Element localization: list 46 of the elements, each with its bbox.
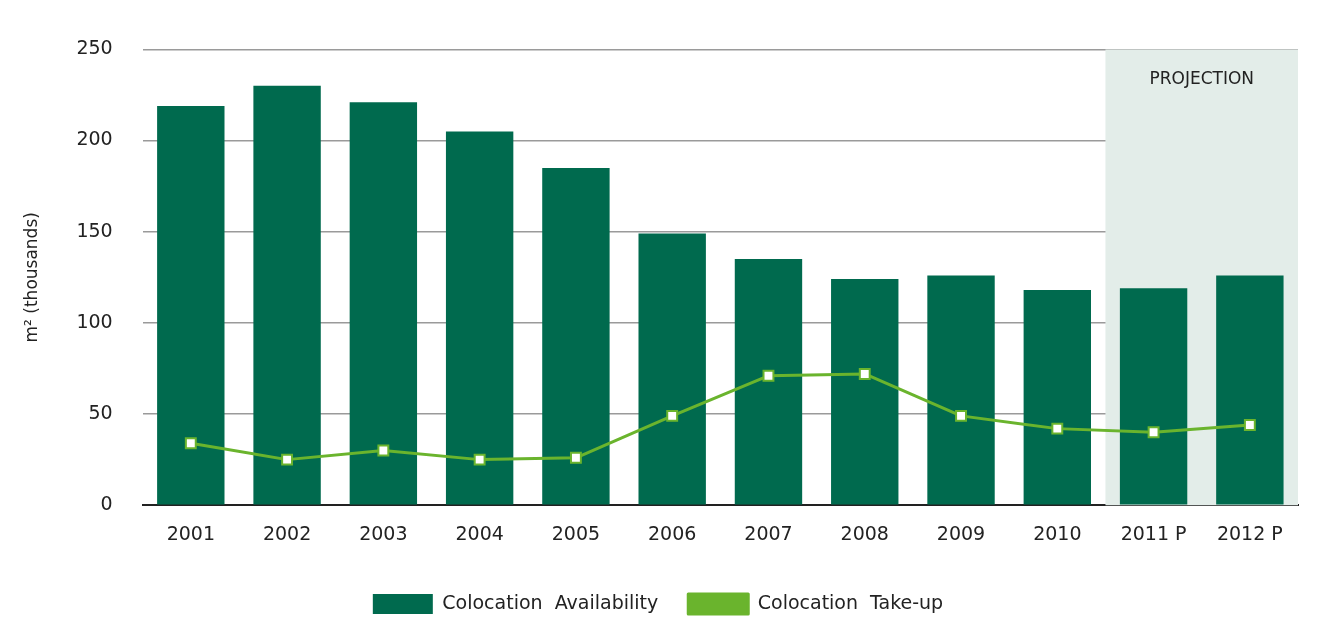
bar	[831, 279, 899, 505]
y-tick-label: 100	[76, 309, 113, 332]
y-tick-label: 250	[76, 36, 113, 59]
bar	[927, 275, 995, 505]
legend-label: Colocation Availability	[442, 590, 659, 613]
bar	[1119, 288, 1188, 505]
y-tick-label: 0	[100, 492, 113, 515]
legend-label: Colocation Take-up	[757, 590, 944, 613]
point	[184, 437, 197, 450]
x-tick-label: 2006	[648, 521, 697, 544]
point	[762, 369, 775, 382]
x-tick-label: 2004	[455, 521, 504, 544]
x-tick-label: 2003	[359, 521, 408, 544]
point	[1051, 422, 1064, 435]
x-tick-label: 2005	[551, 521, 601, 544]
point	[569, 451, 582, 464]
x-tick-label: 2002	[262, 521, 312, 544]
point	[473, 453, 486, 466]
x-tick-label: 2009	[936, 521, 986, 544]
point	[1243, 419, 1256, 431]
bar	[1216, 275, 1284, 505]
bar	[349, 102, 418, 505]
x-tick-label: 2012 P	[1216, 521, 1283, 544]
y-axis-title: m² (thousands)	[20, 212, 41, 343]
point	[377, 444, 390, 457]
y-tick-label: 200	[76, 127, 113, 150]
band-label: PROJECTION	[1149, 68, 1255, 89]
bar	[542, 167, 610, 505]
bar	[253, 85, 321, 505]
y-tick-label: 150	[76, 218, 113, 241]
x-tick-label: 2001	[166, 521, 215, 544]
bar	[1023, 290, 1091, 505]
x-tick-label: 2011 P	[1120, 521, 1187, 544]
x-tick-label: 2007	[744, 521, 793, 544]
bar	[734, 259, 803, 505]
point	[955, 409, 967, 422]
point	[281, 453, 294, 466]
bar	[445, 131, 514, 505]
x-tick-label: 2010	[1033, 521, 1082, 544]
x-tick-label: 2008	[840, 521, 889, 544]
bar	[157, 105, 225, 505]
point	[1147, 426, 1160, 439]
point	[666, 409, 679, 422]
y-tick-label: 50	[88, 400, 113, 423]
bar	[638, 233, 706, 505]
point	[858, 367, 871, 380]
